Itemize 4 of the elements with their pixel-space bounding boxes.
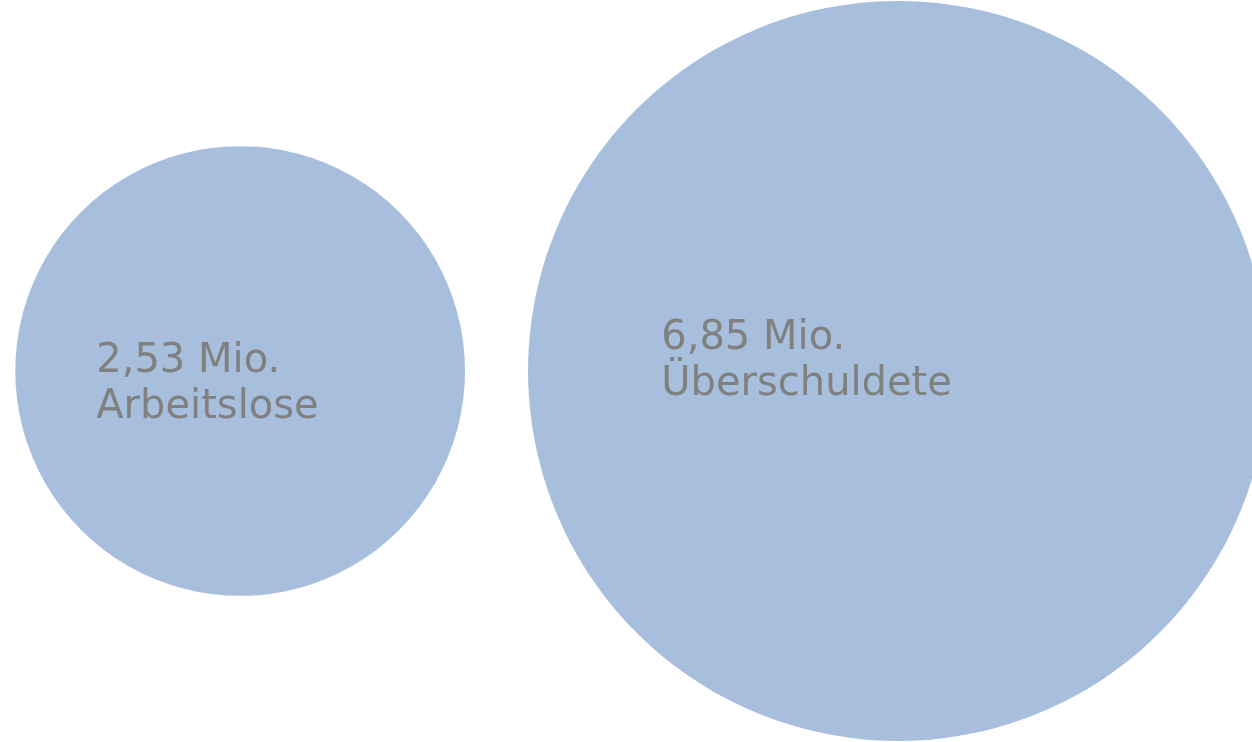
- data-label: 6,85 Mio.: [661, 311, 846, 358]
- data-label: 2,53 Mio.: [96, 335, 281, 382]
- category-label: Überschuldete: [661, 356, 952, 404]
- category-label: Arbeitslose: [96, 381, 319, 428]
